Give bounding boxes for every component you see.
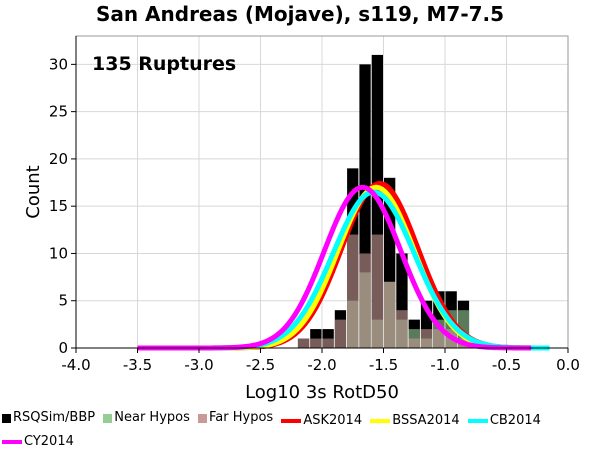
histogram-bar: [396, 310, 408, 348]
histogram-bar: [408, 338, 420, 348]
legend-label: BSSA2014: [392, 412, 460, 428]
y-tick-label: 0: [58, 339, 68, 357]
legend-label: ASK2014: [303, 412, 363, 428]
histogram-bar: [310, 338, 322, 348]
histogram-bar: [371, 234, 383, 348]
histogram-bar: [359, 64, 371, 348]
legend-label: Far Hypos: [209, 410, 274, 425]
legend-label: RSQSim/BBP: [13, 410, 96, 425]
legend-label: Near Hypos: [114, 410, 190, 425]
ruptures-annotation: 135 Ruptures: [92, 53, 236, 75]
x-tick-label: -4.0: [61, 356, 90, 374]
legend-item-cy2014: CY2014: [2, 432, 74, 452]
chart-legend: RSQSim/BBP Near Hypos Far Hypos ASK2014 …: [2, 408, 598, 452]
histogram-bar: [359, 253, 371, 348]
legend-swatch: [2, 439, 22, 444]
histogram-bar: [420, 300, 433, 348]
y-axis: 0 5 10 15 20 25 30: [49, 36, 77, 357]
legend-swatch: [103, 413, 113, 423]
x-tick-label: -3.0: [184, 356, 213, 374]
y-tick-label: 10: [49, 244, 68, 262]
legend-swatch: [370, 418, 391, 423]
histogram-bar: [420, 329, 433, 348]
far-hypos-bars: [297, 234, 470, 348]
x-tick-label: -3.5: [123, 356, 152, 374]
legend-item-cb2014: CB2014: [467, 411, 541, 431]
histogram-bar: [384, 281, 396, 348]
x-axis: -4.0 -3.5 -3.0 -2.5 -2.0 -1.5 -1.0 -0.5 0.0: [61, 347, 580, 374]
y-tick-label: 15: [49, 197, 68, 215]
x-tick-label: -2.5: [246, 356, 275, 374]
y-tick-label: 5: [58, 292, 68, 310]
histogram-bar: [297, 338, 310, 348]
legend-swatch: [2, 413, 11, 423]
legend-item-ask2014: ASK2014: [281, 411, 362, 431]
histogram-bar: [396, 253, 408, 348]
x-tick-label: -1.5: [369, 356, 398, 374]
x-axis-label: Log10 3s RotD50: [245, 382, 399, 403]
y-tick-label: 20: [49, 150, 68, 168]
histogram-bar: [334, 319, 347, 348]
legend-item-rsqsim: RSQSim/BBP: [2, 408, 95, 428]
x-tick-label: -2.0: [307, 356, 336, 374]
histogram-bar: [322, 338, 334, 348]
histogram-bar: [457, 310, 470, 348]
legend-label: CY2014: [24, 433, 74, 449]
histogram-bar: [384, 177, 396, 348]
histogram-bar: [347, 234, 359, 348]
chart-title: San Andreas (Mojave), s119, M7-7.5: [95, 2, 505, 26]
legend-swatch: [281, 418, 302, 423]
x-tick-label: -1.0: [430, 356, 459, 374]
y-tick-label: 30: [49, 55, 68, 73]
x-tick-label: -0.5: [492, 356, 521, 374]
legend-item-far-hypos: Far Hypos: [198, 408, 273, 428]
legend-item-bssa2014: BSSA2014: [370, 411, 460, 431]
x-tick-label: 0.0: [556, 356, 580, 374]
legend-item-near-hypos: Near Hypos: [103, 408, 190, 428]
legend-swatch: [198, 413, 208, 423]
legend-swatch: [467, 418, 488, 423]
histogram-bar: [433, 329, 445, 348]
y-tick-label: 25: [49, 103, 68, 121]
y-axis-label: Count: [23, 165, 44, 218]
legend-label: CB2014: [489, 412, 541, 428]
